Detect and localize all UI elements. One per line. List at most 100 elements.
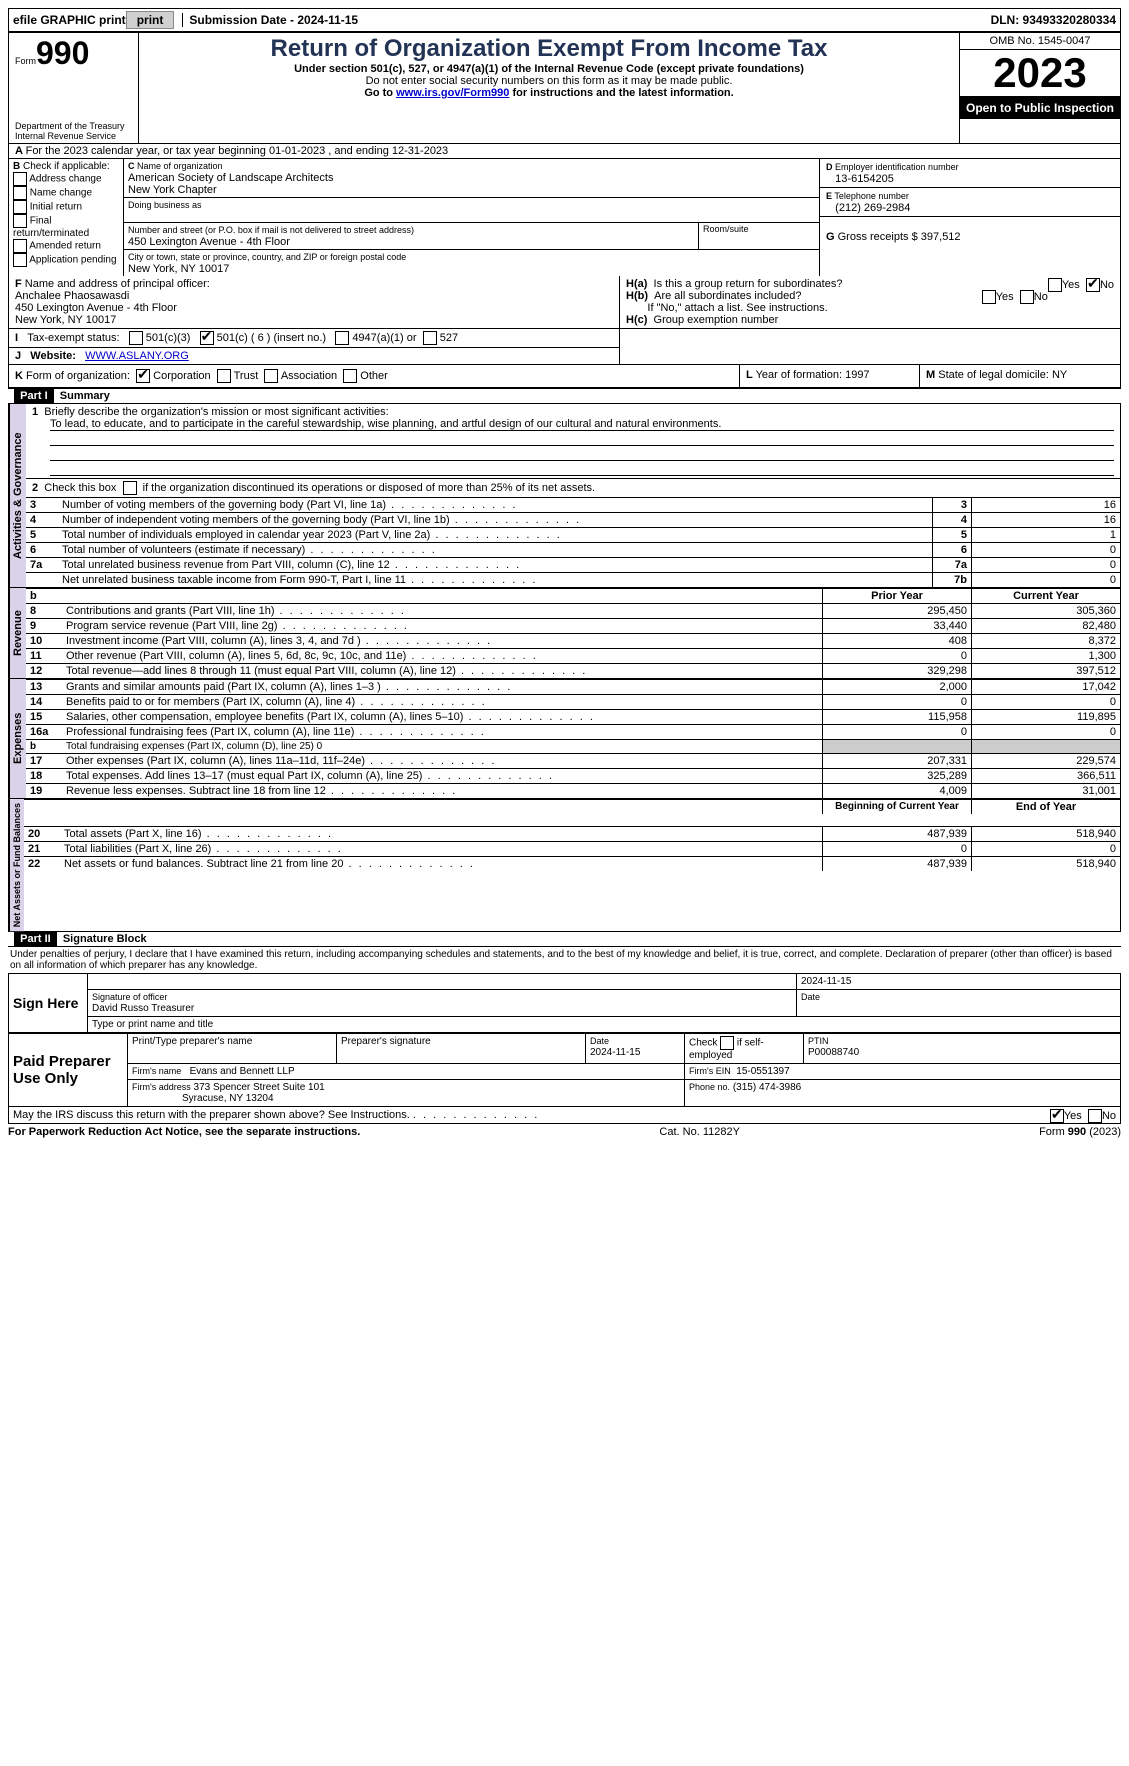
yes-text-2: Yes: [996, 291, 1014, 303]
preparer-sig-label: Preparer's signature: [337, 1034, 586, 1064]
i-opt-3: 4947(a)(1) or: [352, 332, 416, 344]
discuss-row: May the IRS discuss this return with the…: [8, 1107, 1121, 1124]
officer-name-title: David Russo Treasurer: [92, 1003, 194, 1014]
firm-name-value: Evans and Bennett LLP: [190, 1066, 295, 1077]
line-a: A For the 2023 calendar year, or tax yea…: [8, 144, 1121, 159]
k-opt-2: Trust: [234, 370, 259, 382]
line2-text: Check this box if the organization disco…: [44, 482, 595, 494]
amended-return-checkbox[interactable]: [13, 239, 27, 253]
527-checkbox[interactable]: [423, 331, 437, 345]
mission-text: To lead, to educate, and to participate …: [50, 418, 1114, 431]
firm-addr-label: Firm's address: [132, 1082, 191, 1092]
firm-phone-label: Phone no.: [689, 1082, 730, 1092]
street-label: Number and street (or P.O. box if mail i…: [128, 225, 414, 235]
initial-return-checkbox[interactable]: [13, 200, 27, 214]
website-link[interactable]: WWW.ASLANY.ORG: [85, 350, 189, 362]
hdr-prior-year: Prior Year: [823, 589, 972, 604]
b-opt-5: Application pending: [29, 255, 116, 266]
net-assets-section: Net Assets or Fund Balances Beginning of…: [8, 798, 1121, 932]
part1-body: Activities & Governance 1 Briefly descri…: [8, 404, 1121, 587]
dln: DLN: 93493320280334: [991, 13, 1116, 27]
subtitle-3: Go to www.irs.gov/Form990 for instructio…: [145, 87, 953, 99]
vlabel-net-assets: Net Assets or Fund Balances: [9, 799, 24, 931]
expenses-section: Expenses 13Grants and similar amounts pa…: [8, 678, 1121, 798]
discuss-no-text: No: [1102, 1110, 1116, 1122]
gross-receipts-label: Gross receipts $: [838, 231, 918, 243]
section-b: B Check if applicable: Address change Na…: [9, 159, 124, 276]
form-label: Form: [15, 56, 36, 66]
hb-yes-checkbox[interactable]: [982, 290, 996, 304]
yes-text-1: Yes: [1062, 279, 1080, 291]
ha-yes-checkbox[interactable]: [1048, 278, 1062, 292]
address-change-checkbox[interactable]: [13, 172, 27, 186]
goto-post: for instructions and the latest informat…: [509, 87, 733, 99]
b-opt-1: Name change: [30, 188, 92, 199]
section-ij: I Tax-exempt status: 501(c)(3) 501(c) ( …: [8, 329, 1121, 365]
c-name-label: Name of organization: [137, 161, 223, 171]
officer-name: Anchalee Phaosawasdi: [15, 290, 129, 302]
self-employed-checkbox[interactable]: [720, 1036, 734, 1050]
room-label: Room/suite: [699, 223, 819, 249]
officer-addr1: 450 Lexington Avenue - 4th Floor: [15, 302, 177, 314]
year-formation-value: 1997: [845, 369, 869, 381]
application-pending-checkbox[interactable]: [13, 253, 27, 267]
line-a-text: For the 2023 calendar year, or tax year …: [26, 145, 449, 157]
no-text-1: No: [1100, 279, 1114, 291]
4947-checkbox[interactable]: [335, 331, 349, 345]
vlabel-activities-governance: Activities & Governance: [9, 404, 26, 587]
b-opt-0: Address change: [29, 174, 101, 185]
form-org-label: Form of organization:: [26, 370, 130, 382]
i-opt-4: 527: [440, 332, 458, 344]
trust-checkbox[interactable]: [217, 369, 231, 383]
gross-receipts-value: 397,512: [921, 231, 961, 243]
hc-text: Group exemption number: [654, 314, 779, 326]
hb-no-checkbox[interactable]: [1020, 290, 1034, 304]
name-change-checkbox[interactable]: [13, 186, 27, 200]
b-opt-2: Initial return: [30, 202, 82, 213]
street-value: 450 Lexington Avenue - 4th Floor: [128, 236, 290, 248]
hdr-end-year: End of Year: [972, 800, 1121, 815]
year-formation-label: Year of formation:: [756, 369, 842, 381]
print-button[interactable]: print: [126, 11, 175, 29]
k-opt-4: Other: [360, 370, 388, 382]
hdr-current-year: Current Year: [972, 589, 1121, 604]
ha-no-checkbox[interactable]: [1086, 278, 1100, 292]
no-text-2: No: [1034, 291, 1048, 303]
perjury-declaration: Under penalties of perjury, I declare th…: [8, 947, 1121, 973]
501c3-checkbox[interactable]: [129, 331, 143, 345]
subtitle-1: Under section 501(c), 527, or 4947(a)(1)…: [145, 63, 953, 75]
i-opt-1: 501(c)(3): [146, 332, 191, 344]
discuss-yes-text: Yes: [1064, 1110, 1082, 1122]
d-letter: D: [826, 162, 833, 172]
f-letter: F: [15, 278, 22, 290]
discuss-yes-checkbox[interactable]: [1050, 1109, 1064, 1123]
footer-middle: Cat. No. 11282Y: [659, 1126, 740, 1138]
e-letter: E: [826, 191, 832, 201]
website-label: Website:: [30, 350, 76, 362]
vlabel-expenses: Expenses: [9, 679, 26, 798]
dba-label: Doing business as: [128, 200, 202, 210]
entity-info-block: B Check if applicable: Address change Na…: [8, 159, 1121, 276]
assoc-checkbox[interactable]: [264, 369, 278, 383]
discontinued-checkbox[interactable]: [123, 481, 137, 495]
501c-checkbox[interactable]: [200, 331, 214, 345]
mission-blank-3: [50, 461, 1114, 476]
net-assets-table: Beginning of Current YearEnd of Year 20T…: [24, 799, 1120, 871]
phone-value: (212) 269-2984: [835, 202, 910, 214]
sig-officer-label: Signature of officer: [92, 992, 167, 1002]
firm-addr-2: Syracuse, NY 13204: [182, 1093, 274, 1104]
corp-checkbox[interactable]: [136, 369, 150, 383]
final-return-checkbox[interactable]: [13, 214, 27, 228]
part1-header: Part I Summary: [8, 388, 1121, 404]
page-footer: For Paperwork Reduction Act Notice, see …: [8, 1124, 1121, 1138]
sign-here-label: Sign Here: [9, 974, 88, 1033]
prep-date-value: 2024-11-15: [590, 1047, 640, 1058]
vlabel-revenue: Revenue: [9, 588, 26, 678]
preparer-name-label: Print/Type preparer's name: [128, 1034, 337, 1064]
other-org-checkbox[interactable]: [343, 369, 357, 383]
org-name-2: New York Chapter: [128, 184, 217, 196]
firm-ein-value: 15-0551397: [736, 1066, 789, 1077]
discuss-no-checkbox[interactable]: [1088, 1109, 1102, 1123]
form990-link[interactable]: www.irs.gov/Form990: [396, 87, 509, 99]
k-opt-3: Association: [281, 370, 337, 382]
